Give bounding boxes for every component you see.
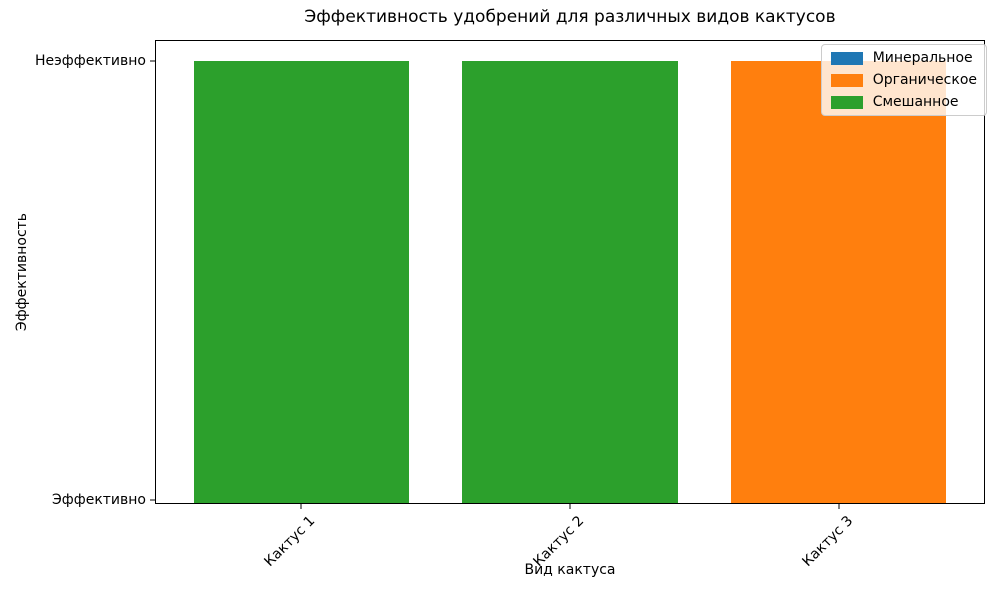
bar-Кактус 1 xyxy=(193,60,409,503)
y-tick-mark xyxy=(150,499,156,501)
x-tick-mark xyxy=(569,503,571,509)
legend: Минеральное Органическое Смешанное xyxy=(820,44,987,116)
legend-label: Минеральное xyxy=(872,50,973,66)
legend-item-organic: Органическое xyxy=(830,72,977,88)
legend-swatch-organic xyxy=(830,73,863,87)
x-tick-mark xyxy=(838,503,840,509)
legend-item-mineral: Минеральное xyxy=(830,50,977,66)
bars-container xyxy=(156,41,984,503)
legend-label: Смешанное xyxy=(872,94,959,110)
x-tick-mark xyxy=(300,503,302,509)
legend-item-mixed: Смешанное xyxy=(830,94,977,110)
legend-swatch-mixed xyxy=(830,95,863,109)
legend-swatch-mineral xyxy=(830,51,863,65)
plot-area: Неэффективно Эффективно Кактус 1 Кактус … xyxy=(35,40,987,570)
y-axis-label: Эффективность xyxy=(14,212,30,332)
y-tick-label-effective: Эффективно xyxy=(51,491,146,508)
chart-title: Эффективность удобрений для различных ви… xyxy=(304,7,836,27)
y-tick-label-ineffective: Неэффективно xyxy=(34,52,146,69)
legend-label: Органическое xyxy=(872,72,977,88)
bar-Кактус 3 xyxy=(731,60,947,503)
y-tick-mark xyxy=(150,60,156,62)
bar-Кактус 2 xyxy=(462,60,678,503)
x-axis-label: Вид кактуса xyxy=(524,562,616,578)
